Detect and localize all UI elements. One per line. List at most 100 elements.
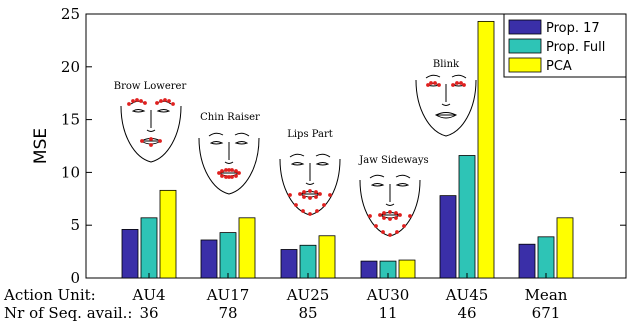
landmark-dot (135, 98, 139, 102)
landmark-dot (429, 81, 433, 85)
bar-prop-full-au17 (219, 232, 237, 279)
landmark-dot (437, 83, 441, 87)
landmark-dot (388, 217, 392, 221)
face-drawing (359, 174, 421, 237)
bar-prop-full-mean (537, 236, 555, 279)
landmark-dot (230, 175, 234, 179)
bar-pca-au17 (238, 217, 256, 279)
landmark-dot (301, 209, 305, 213)
landmark-dot (288, 193, 292, 197)
face-label: Blink (433, 59, 460, 70)
bar-pca-au45 (477, 20, 495, 279)
landmark-dot (302, 190, 306, 194)
bar-prop-full-au45 (458, 155, 476, 279)
legend: Prop. 17 Prop. Full PCA (503, 13, 627, 78)
bar-prop-17-au17 (200, 239, 218, 279)
bar-prop-17-au4 (121, 229, 139, 279)
x-tick-label: AU4 (131, 286, 165, 304)
landmark-dot (426, 83, 430, 87)
face-label: Brow Lowerer (114, 81, 187, 92)
landmark-dot (227, 168, 231, 172)
landmark-dot (314, 190, 318, 194)
landmark-dot (398, 213, 402, 217)
landmark-dot (298, 192, 302, 196)
face-drawing (415, 74, 477, 137)
landmark-dot (308, 189, 312, 193)
landmark-dot (368, 214, 372, 218)
bar-pca-mean (556, 217, 574, 279)
bar-prop-17-au45 (439, 195, 457, 279)
y-tick-label: 25 (61, 5, 80, 23)
landmark-dot (381, 230, 385, 234)
landmark-dot (462, 83, 466, 87)
legend-label: Prop. 17 (546, 21, 600, 36)
landmark-dot (131, 99, 135, 103)
landmark-dot (394, 211, 398, 215)
bar-pca-au4 (159, 189, 177, 279)
face-drawing (120, 98, 182, 163)
landmark-dot (227, 175, 231, 179)
landmark-dot (322, 203, 326, 207)
bar-prop-17-mean (518, 243, 536, 279)
x-tick-label: AU30 (366, 286, 410, 304)
face-label: Jaw Sideways (358, 155, 428, 166)
landmark-dot (294, 203, 298, 207)
sequence-count-label: 36 (139, 304, 158, 321)
landmark-dot (127, 102, 131, 106)
y-tick-label: 10 (61, 163, 80, 181)
landmark-dot (308, 212, 312, 216)
bar-prop-17-au25 (280, 249, 298, 279)
bar-prop-17-au30 (360, 260, 378, 279)
legend-swatch (508, 38, 542, 54)
legend-swatch (508, 19, 542, 35)
y-axis-title: MSE (31, 128, 51, 164)
y-axis: 0 5 10 15 20 25 (61, 5, 626, 287)
landmark-dot (220, 169, 224, 173)
landmark-dot (388, 233, 392, 237)
landmark-dot (395, 230, 399, 234)
y-tick-label: 0 (70, 269, 80, 287)
x-tick-label: AU45 (445, 286, 489, 304)
landmark-dot (451, 83, 455, 87)
landmark-dot (374, 224, 378, 228)
face-label: Chin Raiser (200, 112, 260, 123)
bar-pca-au25 (318, 235, 336, 279)
landmark-dot (382, 216, 386, 220)
landmark-dot (158, 139, 162, 143)
face-annotations: Brow Lowerer Chin Raiser Lips Part Jaw Side… (114, 59, 477, 237)
landmark-dot (149, 143, 153, 147)
bars (121, 20, 574, 279)
landmark-dot (237, 171, 241, 175)
sequence-count-label: 78 (218, 304, 237, 321)
landmark-dot (139, 99, 143, 103)
landmark-dot (155, 101, 159, 105)
landmark-dot (408, 214, 412, 218)
landmark-dot (402, 224, 406, 228)
landmark-dot (314, 195, 318, 199)
face-label: Lips Part (287, 129, 333, 140)
landmark-dot (167, 99, 171, 103)
sequences-row-label: Nr of Seq. avail.: (4, 304, 132, 321)
x-tick-label: AU25 (286, 286, 330, 304)
landmark-dot (459, 81, 463, 85)
landmark-dot (234, 174, 238, 178)
bar-pca-au30 (398, 259, 416, 279)
landmark-dot (388, 210, 392, 214)
y-tick-label: 20 (61, 58, 80, 76)
landmark-dot (455, 81, 459, 85)
face-drawing (198, 132, 260, 195)
landmark-dot (302, 195, 306, 199)
landmark-dot (140, 139, 144, 143)
bar-prop-full-au4 (140, 217, 158, 279)
y-tick-label: 5 (70, 216, 80, 234)
landmark-dot (217, 171, 221, 175)
sequence-count-label: 46 (457, 304, 476, 321)
legend-label: Prop. Full (546, 40, 605, 55)
landmark-dot (378, 213, 382, 217)
landmark-dot (171, 102, 175, 106)
landmark-dot (230, 168, 234, 172)
x-tick-label: AU17 (206, 286, 250, 304)
sequence-count-label: 671 (532, 304, 561, 321)
